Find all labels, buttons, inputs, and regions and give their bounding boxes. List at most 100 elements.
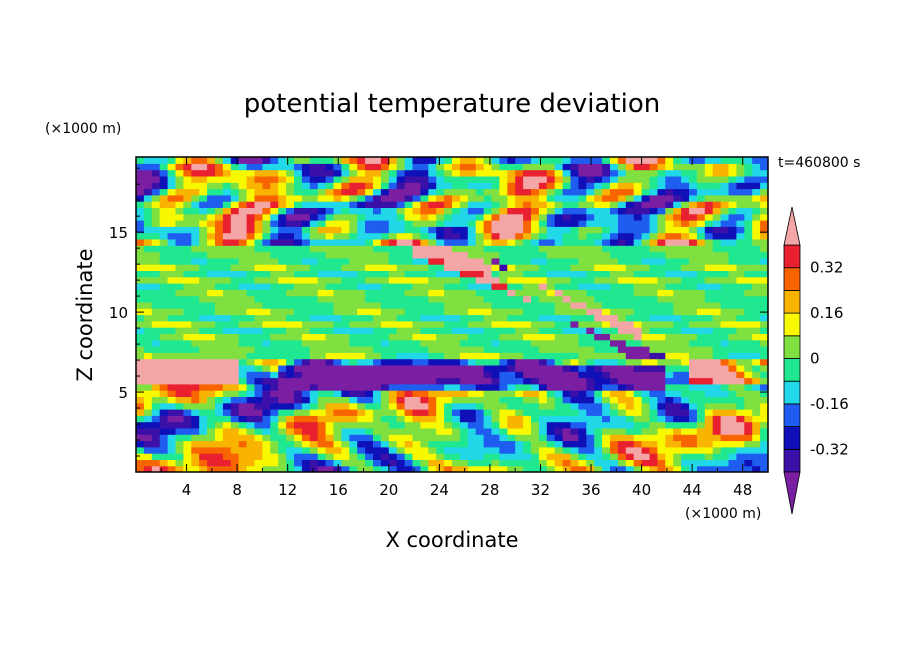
field-cell — [215, 346, 224, 353]
field-cell — [278, 327, 287, 334]
field-cell — [325, 301, 335, 309]
field-cell — [696, 465, 706, 472]
field-cell — [167, 377, 177, 385]
field-cell — [538, 396, 548, 404]
field-cell — [720, 339, 730, 347]
field-cell — [538, 371, 548, 379]
field-cell — [594, 251, 603, 259]
field-cell — [491, 232, 500, 240]
field-cell — [459, 194, 469, 202]
field-cell — [728, 201, 737, 208]
field-cell — [317, 339, 327, 347]
field-cell — [270, 226, 279, 234]
field-cell — [625, 440, 635, 448]
field-cell — [388, 163, 398, 171]
field-cell — [736, 245, 745, 253]
field-cell — [278, 364, 287, 372]
field-cell — [720, 295, 730, 303]
field-cell — [349, 182, 358, 190]
field-cell — [523, 453, 532, 460]
field-cell — [570, 226, 579, 234]
field-cell — [301, 421, 311, 429]
field-cell — [222, 339, 232, 347]
field-cell — [578, 295, 587, 303]
field-cell — [744, 358, 753, 366]
field-cell — [610, 257, 619, 265]
field-cell — [673, 409, 682, 416]
field-cell — [538, 226, 548, 234]
field-cell — [610, 440, 619, 448]
field-cell — [325, 339, 335, 347]
field-cell — [720, 226, 730, 234]
field-cell — [602, 157, 611, 164]
field-cell — [278, 440, 287, 448]
field-cell — [428, 383, 437, 391]
field-cell — [657, 409, 666, 416]
field-cell — [538, 346, 548, 353]
field-cell — [633, 459, 643, 467]
field-cell — [665, 434, 674, 442]
field-cell — [459, 346, 469, 353]
field-cell — [317, 427, 327, 435]
colorbar-top-triangle — [783, 206, 801, 246]
field-cell — [704, 188, 714, 196]
field-cell — [736, 453, 745, 460]
field-cell — [159, 440, 169, 448]
field-cell — [207, 264, 216, 271]
field-cell — [617, 327, 627, 334]
field-cell — [562, 409, 572, 416]
field-cell — [254, 440, 263, 448]
field-cell — [578, 346, 587, 353]
field-cell — [444, 207, 453, 215]
field-cell — [191, 251, 200, 259]
field-cell — [357, 446, 366, 454]
field-cell — [199, 339, 208, 347]
field-cell — [483, 465, 493, 472]
field-cell — [388, 327, 398, 334]
field-cell — [341, 327, 350, 334]
field-cell — [546, 390, 556, 397]
field-cell — [515, 409, 524, 416]
field-cell — [380, 383, 390, 391]
field-cell — [507, 213, 516, 221]
field-cell — [507, 175, 516, 183]
field-cell — [317, 169, 327, 177]
field-cell — [459, 245, 469, 253]
field-cell — [325, 232, 335, 240]
field-cell — [365, 396, 374, 404]
field-cell — [349, 446, 358, 454]
field-cell — [254, 459, 263, 467]
field-cell — [325, 157, 335, 164]
field-cell — [436, 358, 445, 366]
field-cell — [404, 320, 414, 328]
field-cell — [499, 308, 508, 316]
field-cell — [286, 358, 295, 366]
field-cell — [183, 383, 192, 391]
field-cell — [633, 339, 643, 347]
field-cell — [222, 396, 232, 404]
field-cell — [570, 446, 579, 454]
field-cell — [246, 402, 256, 410]
field-cell — [262, 358, 271, 366]
field-cell — [222, 251, 232, 259]
field-cell — [388, 409, 398, 416]
field-cell — [286, 270, 295, 278]
field-cell — [610, 270, 619, 278]
field-cell — [254, 220, 263, 227]
field-cell — [452, 213, 461, 221]
field-cell — [365, 220, 374, 227]
field-cell — [167, 207, 177, 215]
field-cell — [523, 396, 532, 404]
field-cell — [578, 409, 587, 416]
field-cell — [412, 396, 421, 404]
field-cell — [167, 434, 177, 442]
field-cell — [689, 453, 698, 460]
field-cell — [499, 371, 508, 379]
field-cell — [752, 409, 761, 416]
field-cell — [681, 264, 690, 271]
field-cell — [380, 175, 390, 183]
field-cell — [357, 465, 366, 472]
field-cell — [760, 245, 768, 253]
field-cell — [459, 283, 469, 290]
field-cell — [412, 276, 421, 284]
